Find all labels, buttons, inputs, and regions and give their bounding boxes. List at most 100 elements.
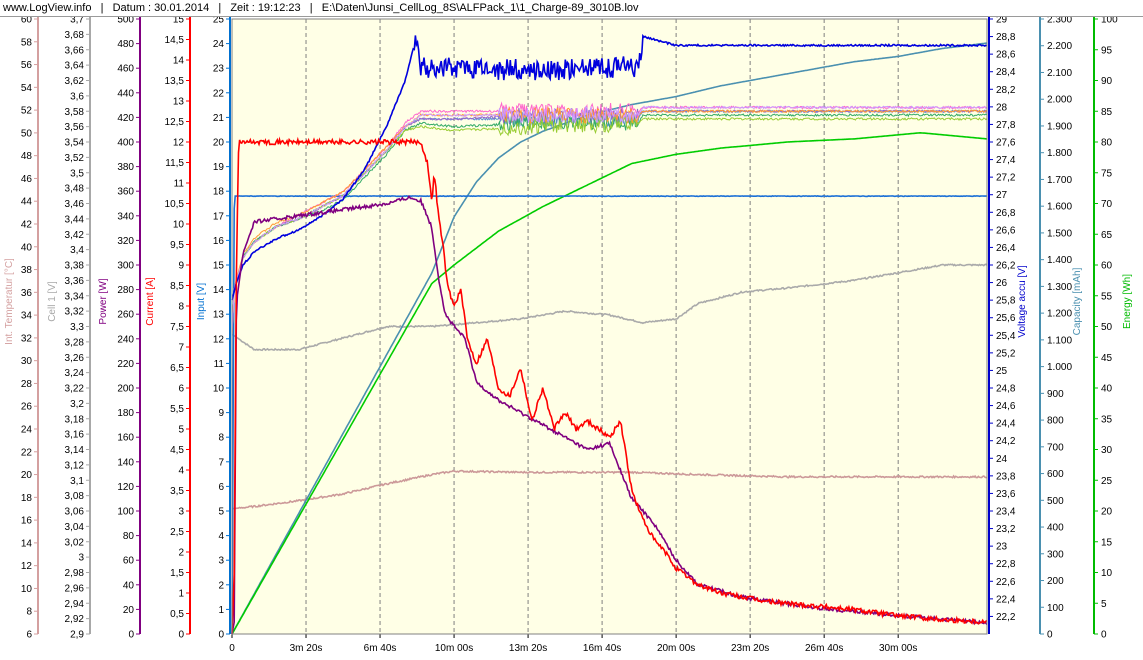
tick-label: 7,5 xyxy=(170,322,184,333)
tick-label: 100 xyxy=(1101,15,1118,26)
tick-label: 4 xyxy=(218,531,224,542)
tick-label: 2,98 xyxy=(65,568,85,579)
tick-label: 9 xyxy=(178,261,184,272)
tick-label: 11,5 xyxy=(165,158,184,169)
tick-label: 8 xyxy=(178,302,184,313)
tick-label: 19 xyxy=(213,162,225,173)
tick-label: 22,2 xyxy=(996,612,1016,623)
tick-label: 80 xyxy=(123,531,135,542)
tick-label: 15 xyxy=(1101,537,1113,548)
tick-label: 27,4 xyxy=(996,155,1016,166)
tick-label: 46 xyxy=(21,174,33,185)
tick-label: 260 xyxy=(117,310,134,321)
tick-label: 28 xyxy=(21,379,33,390)
tick-label: 3,66 xyxy=(65,45,85,56)
tick-label: 160 xyxy=(117,433,134,444)
tick-label: 44 xyxy=(21,197,33,208)
tick-label: 400 xyxy=(1047,523,1064,534)
axis-title: Voltage accu [V] xyxy=(1017,265,1028,337)
tick-label: 2.000 xyxy=(1047,95,1072,106)
tick-label: 42 xyxy=(21,220,33,231)
tick-label: 3,62 xyxy=(65,76,85,87)
tick-label: 26 xyxy=(996,278,1008,289)
tick-label: 3,54 xyxy=(65,138,85,149)
tick-label: 1.700 xyxy=(1047,175,1072,186)
tick-label: 3,46 xyxy=(65,199,85,210)
tick-label: 3,6 xyxy=(70,91,84,102)
x-tick-label: 26m 40s xyxy=(805,643,843,654)
tick-label: 220 xyxy=(117,359,134,370)
tick-label: 360 xyxy=(117,187,134,198)
x-tick-label: 13m 20s xyxy=(509,643,547,654)
tick-label: 48 xyxy=(21,151,33,162)
tick-label: 40 xyxy=(1101,384,1113,395)
tick-label: 3,36 xyxy=(65,276,85,287)
tick-label: 23,6 xyxy=(996,489,1016,500)
axis-capacity: 2.300 2.200 2.100 2.000 1.900 1.800 1.700 1.600… xyxy=(1039,15,1083,641)
axis-title: Power [W] xyxy=(98,278,109,324)
tick-label: 3,68 xyxy=(65,30,85,41)
tick-label: 10 xyxy=(21,584,33,595)
tick-label: 900 xyxy=(1047,389,1064,400)
tick-label: 1.000 xyxy=(1047,362,1072,373)
tick-label: 1.300 xyxy=(1047,282,1072,293)
axis-title: Cell 1 [V] xyxy=(47,281,58,322)
tick-label: 1.400 xyxy=(1047,255,1072,266)
tick-label: 700 xyxy=(1047,442,1064,453)
tick-label: 12 xyxy=(21,561,33,572)
tick-label: 3,4 xyxy=(70,245,84,256)
tick-label: 12 xyxy=(213,334,225,345)
tick-label: 3,1 xyxy=(70,476,84,487)
tick-label: 16 xyxy=(213,236,225,247)
tick-label: 40 xyxy=(123,580,135,591)
axis-temp: 60 58 56 54 52 50 48 46 44 42 40 38 36 34 32 30 28 26 24 22… xyxy=(4,15,39,641)
tick-label: 26,6 xyxy=(996,225,1016,236)
tick-label: 500 xyxy=(117,15,134,26)
tick-label: 1.500 xyxy=(1047,228,1072,239)
x-tick-label: 23m 20s xyxy=(731,643,769,654)
axis-title: Input [V] xyxy=(196,283,207,320)
tick-label: 34 xyxy=(21,311,33,322)
tick-label: 30 xyxy=(21,356,33,367)
tick-label: 420 xyxy=(117,113,134,124)
tick-label: 25 xyxy=(1101,476,1113,487)
time-label: Zeit : 19:12:23 xyxy=(230,2,301,14)
x-tick-label: 30m 00s xyxy=(879,643,917,654)
tick-label: 54 xyxy=(21,83,33,94)
tick-label: 25 xyxy=(213,15,225,26)
tick-label: 27,6 xyxy=(996,138,1016,149)
series-voltage-accu-v xyxy=(231,33,988,301)
tick-label: 1 xyxy=(178,589,184,600)
tick-label: 3,16 xyxy=(65,430,85,441)
tick-label: 7 xyxy=(178,343,184,354)
tick-label: 3,38 xyxy=(65,261,85,272)
site-label: www.LogView.info xyxy=(3,2,92,14)
tick-label: 3,04 xyxy=(65,522,85,533)
tick-label: 23,8 xyxy=(996,471,1016,482)
tick-label: 25,4 xyxy=(996,331,1016,342)
tick-label: 24,4 xyxy=(996,419,1016,430)
tick-label: 500 xyxy=(1047,496,1064,507)
tick-label: 35 xyxy=(1101,414,1113,425)
tick-label: 60 xyxy=(123,556,135,567)
tick-label: 24,2 xyxy=(996,436,1016,447)
tick-label: 28,6 xyxy=(996,50,1016,61)
x-tick-label: 10m 00s xyxy=(435,643,473,654)
tick-label: 14 xyxy=(21,538,33,549)
series-int-temperatur-c xyxy=(231,469,987,510)
tick-label: 24 xyxy=(996,454,1008,465)
tick-label: 440 xyxy=(117,88,134,99)
tick-label: 3,22 xyxy=(65,384,85,395)
tick-label: 10,5 xyxy=(165,199,185,210)
tick-label: 10 xyxy=(213,384,225,395)
tick-label: 22,6 xyxy=(996,577,1016,588)
tick-label: 29 xyxy=(996,15,1008,26)
tick-label: 28 xyxy=(996,102,1008,113)
tick-label: 22 xyxy=(21,447,33,458)
tick-label: 2.200 xyxy=(1047,41,1072,52)
tick-label: 2,96 xyxy=(65,583,85,594)
tick-label: 26 xyxy=(21,402,33,413)
tick-label: 23,2 xyxy=(996,524,1016,535)
tick-label: 2 xyxy=(218,580,224,591)
